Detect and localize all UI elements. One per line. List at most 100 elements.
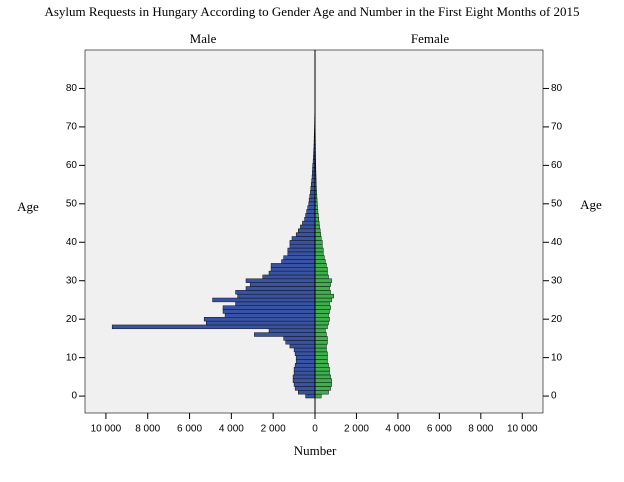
bar: [296, 356, 315, 360]
x-tick-label: 2 000: [261, 424, 286, 435]
bar: [236, 302, 315, 306]
bar: [315, 325, 327, 329]
bar: [310, 194, 315, 198]
bar: [315, 229, 320, 233]
bar: [315, 336, 327, 340]
bar: [315, 375, 331, 379]
bar: [223, 310, 315, 314]
bar: [295, 386, 315, 390]
bar: [315, 244, 322, 248]
bar: [269, 329, 315, 333]
bar: [254, 333, 315, 337]
y-tick-label: 0: [71, 391, 77, 402]
bar: [310, 190, 315, 194]
bar: [213, 298, 315, 302]
y-tick-label: 10: [551, 352, 563, 363]
bar: [315, 252, 323, 256]
bar: [290, 240, 315, 244]
bar: [206, 321, 315, 325]
bar: [288, 252, 315, 256]
bar: [315, 302, 330, 306]
y-tick-label: 70: [551, 122, 563, 133]
bar: [315, 283, 331, 287]
bar: [315, 371, 330, 375]
bar: [290, 344, 315, 348]
bar: [315, 390, 328, 394]
bar: [295, 352, 315, 356]
x-tick-label: 0: [312, 424, 318, 435]
bar: [311, 183, 315, 187]
y-tick-label: 40: [551, 237, 563, 248]
bar: [315, 263, 326, 267]
bar: [315, 356, 327, 360]
bar: [204, 317, 315, 321]
bar: [315, 236, 321, 240]
bar: [315, 233, 321, 237]
bar: [315, 333, 326, 337]
bar: [315, 317, 330, 321]
bar: [315, 271, 327, 275]
bar: [246, 286, 315, 290]
bar: [315, 267, 327, 271]
bar: [293, 375, 315, 379]
y-tick-label: 30: [551, 275, 563, 286]
bar: [298, 229, 315, 233]
bar: [296, 233, 315, 237]
bar: [238, 294, 315, 298]
bar: [225, 313, 315, 317]
x-tick-label: 2 000: [344, 424, 369, 435]
bar: [315, 240, 322, 244]
bar: [293, 379, 315, 383]
bar: [284, 256, 315, 260]
bar: [315, 352, 327, 356]
y-tick-label: 20: [551, 314, 563, 325]
bar: [298, 390, 315, 394]
bar: [315, 298, 332, 302]
bar: [315, 360, 327, 364]
bar: [295, 363, 315, 367]
bar: [315, 256, 324, 260]
y-tick-label: 40: [66, 237, 78, 248]
x-tick-label: 6 000: [177, 424, 202, 435]
bar: [309, 198, 315, 202]
y-axis-label: Age: [580, 197, 602, 212]
bar: [250, 283, 315, 287]
bar: [296, 360, 315, 364]
y-tick-label: 60: [551, 160, 563, 171]
y-tick-label: 20: [66, 314, 78, 325]
bar: [271, 263, 315, 267]
y-tick-label: 10: [66, 352, 78, 363]
x-tick-label: 4 000: [219, 424, 244, 435]
bar: [315, 363, 328, 367]
bar: [315, 217, 319, 221]
y-tick-label: 0: [551, 391, 557, 402]
bar: [315, 379, 332, 383]
bar: [315, 348, 326, 352]
bar: [315, 367, 330, 371]
bar: [315, 383, 332, 387]
x-tick-label: 10 000: [507, 424, 538, 435]
bar: [288, 248, 315, 252]
x-tick-label: 6 000: [427, 424, 452, 435]
bar: [315, 386, 331, 390]
y-tick-label: 50: [551, 198, 563, 209]
x-axis-label: Number: [294, 443, 337, 458]
y-tick-label: 60: [66, 160, 78, 171]
chart-title: Asylum Requests in Hungary According to …: [44, 4, 579, 19]
y-tick-label: 80: [551, 83, 563, 94]
x-tick-label: 4 000: [385, 424, 410, 435]
bar: [315, 290, 331, 294]
bar: [306, 394, 315, 398]
bar: [236, 290, 315, 294]
bar: [315, 221, 319, 225]
bar: [315, 248, 323, 252]
bar: [294, 371, 315, 375]
bar: [315, 329, 325, 333]
bar: [246, 279, 315, 283]
bar: [223, 306, 315, 310]
y-tick-label: 70: [66, 122, 78, 133]
x-tick-label: 8 000: [468, 424, 493, 435]
bar: [284, 336, 315, 340]
bar: [306, 213, 315, 217]
